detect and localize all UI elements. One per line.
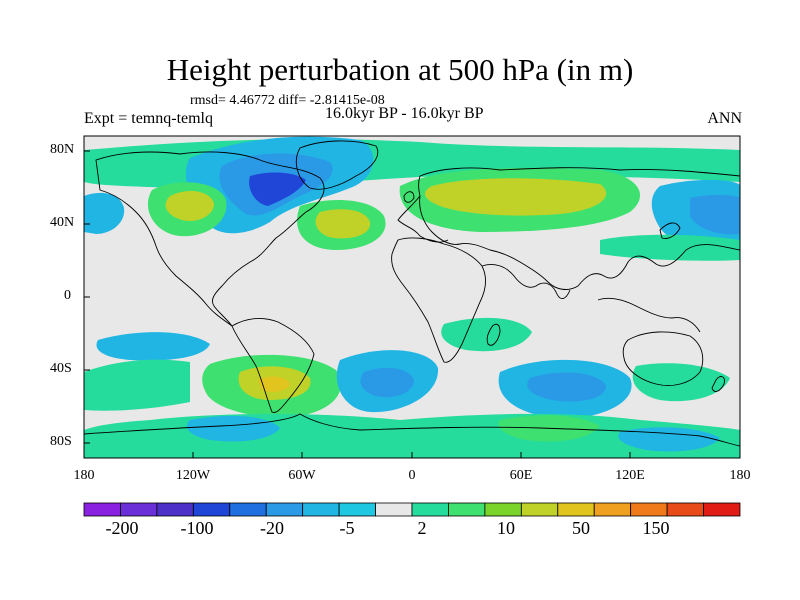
contour-east-low-inner xyxy=(690,194,740,235)
colorbar-swatch xyxy=(229,502,267,517)
x-tick-label: 60W xyxy=(288,468,316,483)
colorbar-label: 10 xyxy=(497,518,515,538)
coast-japan xyxy=(659,222,681,239)
experiment-label: Expt = temnq-temlq xyxy=(84,110,213,127)
contour-atlantic-high-inner xyxy=(315,209,371,239)
period-label: 16.0kyr BP - 16.0kyr BP xyxy=(325,105,484,122)
contour-greenland-low-core xyxy=(249,172,306,206)
contour-west-america-high-inner xyxy=(165,190,214,222)
coast-south-america xyxy=(231,318,315,413)
x-tick-label: 180 xyxy=(729,468,751,483)
contour-south-indian-high xyxy=(441,317,532,352)
colorbar-swatch xyxy=(338,502,376,517)
colorbar-label: -100 xyxy=(180,518,214,538)
coast-north-america xyxy=(95,151,325,327)
season-label: ANN xyxy=(707,110,742,127)
colorbar-swatch xyxy=(302,502,340,517)
coast-africa xyxy=(391,237,487,363)
colorbar-swatch xyxy=(557,502,595,517)
x-tick-label: 120W xyxy=(175,468,211,483)
contour-field xyxy=(84,136,740,458)
colorbar-swatch xyxy=(630,502,668,517)
x-tick-label: 180 xyxy=(73,468,95,483)
contour-south-pacific-low xyxy=(96,332,210,361)
colorbar-swatch xyxy=(265,502,304,517)
rmsd-diff-stats: rmsd= 4.46772 diff= -2.81415e-08 xyxy=(190,93,385,108)
x-tick-label: 120E xyxy=(615,468,645,483)
colorbar-swatch xyxy=(484,502,522,517)
y-tick-label: 80S xyxy=(50,434,72,449)
y-tick-label: 0 xyxy=(64,288,71,303)
coast-greenland xyxy=(296,140,379,190)
colorbar-swatch xyxy=(156,502,194,517)
colorbar xyxy=(83,502,741,517)
north-contours xyxy=(84,136,740,261)
colorbar-swatch xyxy=(666,502,704,517)
coast-eurasia xyxy=(418,167,740,290)
coast-arabia-india xyxy=(481,264,571,299)
x-tick-label: 60E xyxy=(509,468,533,483)
contour-eurasia-high-inner xyxy=(425,178,607,216)
colorbar-swatch xyxy=(448,502,486,517)
colorbar-swatch xyxy=(375,502,413,517)
coast-british-isles xyxy=(403,191,415,203)
x-tick-label: 0 xyxy=(408,468,416,483)
colorbar-label: -20 xyxy=(260,518,284,538)
y-tick-label: 40N xyxy=(50,215,75,230)
south-contours xyxy=(84,317,740,458)
coast-australia xyxy=(622,331,704,386)
contour-antarctic-low-east xyxy=(618,427,720,452)
contour-south-pacific-high xyxy=(84,359,190,411)
colorbar-swatch xyxy=(411,502,449,517)
contour-pacific-band xyxy=(600,234,740,261)
contour-antarctic-low-west xyxy=(186,415,280,442)
coast-europe-detail xyxy=(397,195,449,243)
y-tick-label: 40S xyxy=(50,361,72,376)
coast-southeast-asia xyxy=(597,297,701,333)
coastlines xyxy=(84,140,740,447)
colorbar-label: -200 xyxy=(105,518,139,538)
chart-title: Height perturbation at 500 hPa (in m) xyxy=(166,52,634,87)
colorbar-label: 150 xyxy=(642,518,670,538)
colorbar-label: -5 xyxy=(339,518,355,538)
contour-pacific-low-west xyxy=(84,192,125,234)
colorbar-swatch xyxy=(593,502,632,517)
axis-ticks xyxy=(83,150,741,458)
colorbar-swatch xyxy=(83,502,121,517)
colorbar-swatch xyxy=(520,502,559,517)
coast-madagascar xyxy=(486,323,501,346)
colorbar-swatch xyxy=(703,502,741,517)
contour-patagonia-high-core xyxy=(258,376,290,392)
contour-australia-high xyxy=(632,363,730,402)
coast-new-zealand xyxy=(711,376,725,392)
contour-south-atlantic-low-inner xyxy=(360,367,414,398)
colorbar-swatch xyxy=(120,502,158,517)
colorbar-label: 50 xyxy=(572,518,590,538)
colorbar-label: 2 xyxy=(417,518,427,538)
contour-south-indian-low-inner xyxy=(527,372,606,402)
coast-antarctica xyxy=(84,413,740,447)
y-tick-label: 80N xyxy=(50,142,75,157)
colorbar-swatch xyxy=(192,502,231,517)
